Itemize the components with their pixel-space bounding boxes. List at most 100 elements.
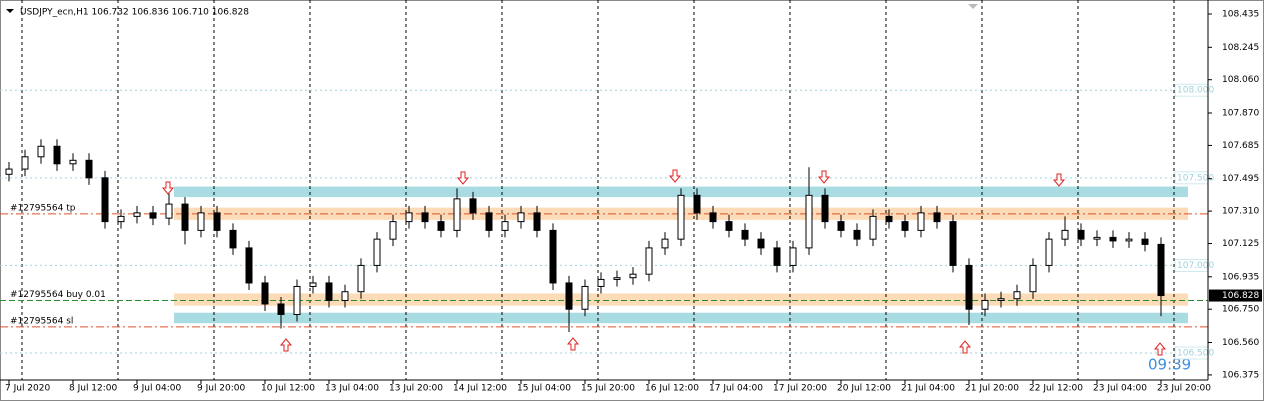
overlays: USDJPY_ecn,H1 106.732 106.836 106.710 10… xyxy=(6,4,1214,374)
chart-title: USDJPY_ecn,H1 106.732 106.836 106.710 10… xyxy=(20,8,249,18)
candle-body xyxy=(805,194,813,249)
price-level-label: 107.500 xyxy=(1177,173,1214,183)
up-arrow xyxy=(279,338,293,352)
candle-body xyxy=(229,229,237,249)
candle-body xyxy=(85,159,93,179)
candle-body xyxy=(405,212,413,223)
candle-body xyxy=(773,247,781,266)
y-tick-label: 108.060 xyxy=(1222,75,1259,85)
candle-body xyxy=(37,145,45,158)
current-price-label: 106.828 xyxy=(1222,291,1259,301)
down-arrow xyxy=(456,171,470,185)
x-tick-label: 15 Jul 04:00 xyxy=(517,384,571,394)
y-tick-label: 107.495 xyxy=(1222,174,1259,184)
x-tick-label: 16 Jul 12:00 xyxy=(645,384,699,394)
candle-body xyxy=(901,221,909,231)
down-arrow xyxy=(668,169,682,183)
candle-body xyxy=(821,194,829,223)
down-arrow xyxy=(1052,173,1066,187)
x-tick-label: 15 Jul 20:00 xyxy=(581,384,635,394)
candle-body xyxy=(1109,236,1117,242)
candle-body xyxy=(1157,243,1165,297)
x-tick-label: 22 Jul 12:00 xyxy=(1029,384,1083,394)
candle-body xyxy=(1125,238,1133,242)
x-tick-label: 21 Jul 20:00 xyxy=(965,384,1019,394)
candle-body xyxy=(1061,229,1069,240)
y-tick-label: 106.560 xyxy=(1222,338,1259,348)
candle-body xyxy=(757,238,765,249)
x-tick-label: 23 Jul 20:00 xyxy=(1157,384,1211,394)
candle-body xyxy=(725,221,733,231)
x-tick-label: 13 Jul 20:00 xyxy=(389,384,443,394)
candle-body xyxy=(213,212,221,231)
up-arrow xyxy=(566,337,580,351)
signal-arrows xyxy=(161,169,1167,356)
candle-body xyxy=(581,285,589,310)
candle-body xyxy=(613,277,621,280)
x-tick-label: 17 Jul 04:00 xyxy=(709,384,763,394)
candle-body xyxy=(869,215,877,240)
candle-body xyxy=(565,282,573,310)
candle-body xyxy=(741,229,749,240)
candle-body xyxy=(373,238,381,266)
candle-body xyxy=(677,194,685,240)
x-tick-label: 7 Jul 2020 xyxy=(5,384,50,394)
candle-body xyxy=(69,159,77,165)
candle-body xyxy=(21,156,29,170)
candle-body xyxy=(837,221,845,231)
candle-body xyxy=(453,198,461,231)
y-tick-label: 106.935 xyxy=(1222,272,1259,282)
scroll-marker xyxy=(968,4,978,9)
candle-body xyxy=(1093,236,1101,240)
order-level-label: #12795564 sl xyxy=(10,316,73,326)
down-arrow xyxy=(161,181,175,195)
candle-body xyxy=(53,145,61,165)
candle-body xyxy=(261,282,269,305)
y-tick-label: 108.245 xyxy=(1222,43,1259,53)
x-tick-label: 10 Jul 12:00 xyxy=(261,384,315,394)
candle-body xyxy=(693,194,701,214)
x-tick-label: 21 Jul 04:00 xyxy=(901,384,955,394)
x-tick-label: 23 Jul 04:00 xyxy=(1093,384,1147,394)
timer: 09:39 xyxy=(1148,356,1191,374)
candle-body xyxy=(421,212,429,223)
zone xyxy=(174,293,1188,306)
candle-body xyxy=(949,221,957,266)
y-tick-label: 107.125 xyxy=(1222,239,1259,249)
candle-body xyxy=(597,278,605,287)
candle-body xyxy=(437,221,445,231)
candle-body xyxy=(533,212,541,231)
candle-body xyxy=(645,247,653,275)
x-tick-label: 17 Jul 20:00 xyxy=(773,384,827,394)
y-tick-label: 106.375 xyxy=(1222,370,1259,380)
y-tick-label: 108.435 xyxy=(1222,10,1259,20)
menu-triangle xyxy=(6,9,14,13)
candle-body xyxy=(117,215,125,223)
candle-body xyxy=(469,198,477,214)
candle-body xyxy=(197,212,205,231)
candle-body xyxy=(1077,229,1085,240)
candle-body xyxy=(997,298,1005,301)
zone xyxy=(174,312,1188,324)
candle-body xyxy=(485,212,493,231)
candle-body xyxy=(1029,264,1037,293)
candle-body xyxy=(101,177,109,223)
candle-body xyxy=(549,229,557,284)
price-level-label: 107.000 xyxy=(1177,261,1214,271)
order-level-label: #12795564 buy 0.01 xyxy=(10,290,106,300)
candle-body xyxy=(917,212,925,231)
candle-body xyxy=(293,285,301,315)
x-tick-label: 14 Jul 12:00 xyxy=(453,384,507,394)
x-tick-label: 20 Jul 12:00 xyxy=(837,384,891,394)
candle-body xyxy=(709,212,717,223)
candle-body xyxy=(357,264,365,293)
candle-body xyxy=(165,203,173,219)
order-level-label: #12795564 tp xyxy=(10,203,76,213)
y-tick-label: 107.310 xyxy=(1222,207,1259,217)
candle-body xyxy=(661,238,669,249)
candle-body xyxy=(149,212,157,219)
candle-body xyxy=(789,247,797,266)
candle-body xyxy=(277,303,285,315)
